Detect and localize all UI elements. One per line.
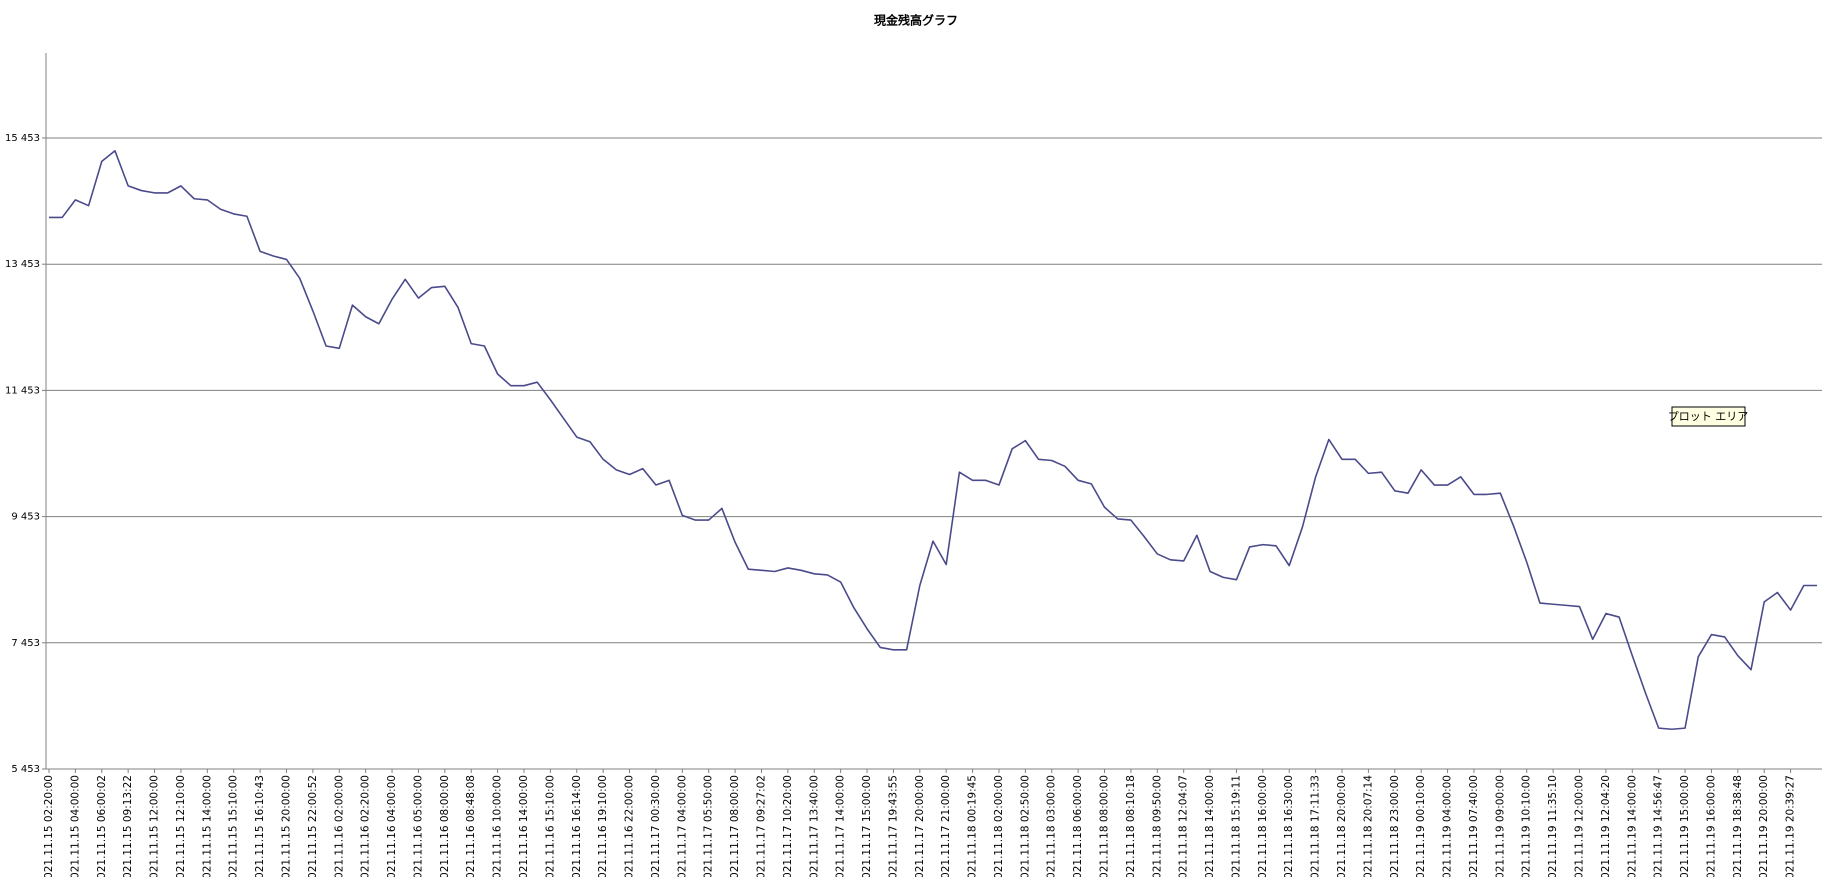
x-tick-label: 2021.11.17 14:00:00: [835, 775, 847, 877]
x-tick-label: 2021.11.19 15:00:00: [1679, 775, 1691, 877]
y-tick-label: 5 453: [11, 764, 40, 775]
x-tick-label: 2021.11.16 02:00:00: [333, 775, 345, 877]
x-tick-label: 2021.11.15 20:00:00: [280, 775, 292, 877]
x-tick-label: 2021.11.16 08:00:00: [439, 775, 451, 877]
x-tick-label: 2021.11.19 07:40:00: [1468, 775, 1480, 877]
x-tick-label: 2021.11.18 08:10:18: [1125, 775, 1137, 877]
x-tick-label: 2021.11.16 19:10:00: [597, 775, 609, 877]
x-tick-label: 2021.11.18 02:50:00: [1019, 775, 1031, 877]
x-tick-label: 2021.11.17 10:20:00: [782, 775, 794, 877]
x-tick-label: 2021.11.17 19:43:55: [887, 775, 899, 877]
annotation: プロット エリア: [1668, 410, 1749, 423]
x-tick-label: 2021.11.17 04:00:00: [676, 775, 688, 877]
x-tick-label: 2021.11.15 09:13:22: [122, 775, 134, 877]
x-tick-label: 2021.11.18 14:00:00: [1204, 775, 1216, 877]
x-tick-label: 2021.11.19 20:39:27: [1785, 775, 1797, 877]
x-tick-label: 2021.11.15 15:10:00: [228, 775, 240, 877]
x-tick-label: 2021.11.19 12:04:20: [1600, 775, 1612, 877]
x-tick-label: 2021.11.17 20:00:00: [914, 775, 926, 877]
x-tick-label: 2021.11.18 23:00:00: [1389, 775, 1401, 877]
x-tick-label: 2021.11.18 15:19:11: [1230, 775, 1242, 877]
x-tick-label: 2021.11.19 11:35:10: [1547, 775, 1559, 877]
x-tick-label: 2021.11.16 02:20:00: [360, 775, 372, 877]
x-tick-label: 2021.11.15 22:00:52: [307, 775, 319, 877]
y-tick-label: 15 453: [5, 133, 40, 144]
y-tick-label: 7 453: [11, 638, 40, 649]
x-tick-label: 2021.11.16 04:00:00: [386, 775, 398, 877]
x-tick-label: 2021.11.19 12:00:00: [1574, 775, 1586, 877]
x-tick-label: 2021.11.15 12:10:00: [175, 775, 187, 877]
x-tick-label: 2021.11.16 08:48:08: [465, 775, 477, 877]
x-tick-label: 2021.11.18 20:00:00: [1336, 775, 1348, 877]
x-tick-label: 2021.11.15 02:20:00: [43, 775, 55, 877]
x-tick-label: 2021.11.15 04:00:00: [69, 775, 81, 877]
x-tick-label: 2021.11.17 13:40:00: [808, 775, 820, 877]
x-tick-label: 2021.11.17 05:50:00: [703, 775, 715, 877]
x-tick-label: 2021.11.18 06:00:00: [1072, 775, 1084, 877]
x-tick-label: 2021.11.18 00:19:45: [967, 775, 979, 877]
x-tick-label: 2021.11.16 16:14:00: [571, 775, 583, 877]
x-tick-label: 2021.11.16 05:00:00: [412, 775, 424, 877]
x-tick-label: 2021.11.18 12:04:07: [1178, 775, 1190, 877]
x-tick-label: 2021.11.19 10:10:00: [1521, 775, 1533, 877]
x-tick-label: 2021.11.18 08:00:00: [1099, 775, 1111, 877]
x-tick-label: 2021.11.18 20:07:14: [1362, 775, 1374, 877]
x-tick-label: 2021.11.15 06:00:02: [96, 775, 108, 877]
x-tick-label: 2021.11.17 15:00:00: [861, 775, 873, 877]
x-tick-label: 2021.11.18 16:30:00: [1283, 775, 1295, 877]
x-tick-label: 2021.11.18 02:00:00: [993, 775, 1005, 877]
x-tick-label: 2021.11.19 20:00:00: [1758, 775, 1770, 877]
x-tick-label: 2021.11.15 12:00:00: [149, 775, 161, 877]
x-tick-label: 2021.11.19 16:00:00: [1705, 775, 1717, 877]
x-tick-label: 2021.11.19 14:00:00: [1626, 775, 1638, 877]
y-tick-label: 9 453: [11, 512, 40, 523]
x-tick-label: 2021.11.16 10:00:00: [492, 775, 504, 877]
annotation-box: プロット エリア: [1668, 406, 1749, 427]
x-tick-label: 2021.11.18 03:00:00: [1046, 775, 1058, 877]
x-tick-label: 2021.11.19 18:38:48: [1732, 775, 1744, 877]
x-tick-label: 2021.11.18 09:50:00: [1151, 775, 1163, 877]
x-tick-label: 2021.11.18 17:11:33: [1310, 775, 1322, 877]
x-tick-label: 2021.11.17 21:00:00: [940, 775, 952, 877]
x-tick-label: 2021.11.19 04:00:00: [1442, 775, 1454, 877]
y-tick-label: 11 453: [5, 385, 40, 396]
data-line: [49, 150, 1817, 731]
x-tick-label: 2021.11.15 16:10:43: [254, 775, 266, 877]
annotation-background: [1671, 406, 1746, 427]
y-tick-label: 13 453: [5, 259, 40, 270]
x-tick-label: 2021.11.17 00:30:00: [650, 775, 662, 877]
x-tick-label: 2021.11.18 16:00:00: [1257, 775, 1269, 877]
x-tick-label: 2021.11.17 09:27:02: [755, 775, 767, 877]
x-tick-label: 2021.11.19 09:00:00: [1494, 775, 1506, 877]
x-tick-label: 2021.11.19 00:10:00: [1415, 775, 1427, 877]
x-tick-label: 2021.11.16 15:10:00: [544, 775, 556, 877]
x-tick-label: 2021.11.16 14:00:00: [518, 775, 530, 877]
x-tick-label: 2021.11.17 08:00:00: [729, 775, 741, 877]
x-tick-label: 2021.11.19 14:56:47: [1653, 775, 1665, 877]
x-tick-label: 2021.11.15 14:00:00: [201, 775, 213, 877]
chart-title: 現金残高グラフ: [874, 13, 958, 28]
x-tick-label: 2021.11.16 22:00:00: [624, 775, 636, 877]
